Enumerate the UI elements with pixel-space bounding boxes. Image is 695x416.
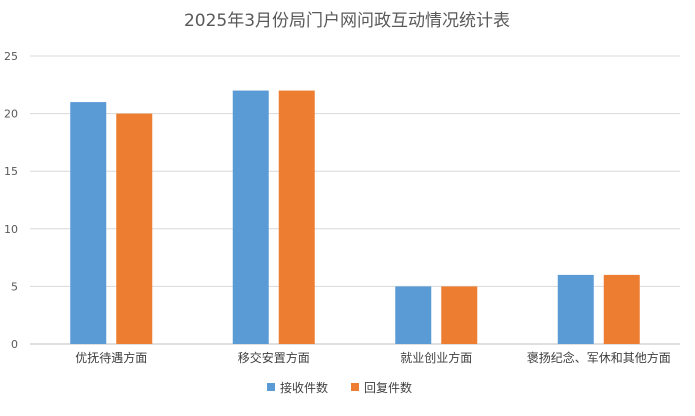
x-tick-label: 优抚待遇方面	[75, 350, 147, 365]
legend-label: 回复件数	[364, 380, 412, 395]
legend-swatch	[351, 383, 359, 391]
legend-swatch	[267, 383, 275, 391]
x-tick-label: 褒扬纪念、军休和其他方面	[527, 350, 671, 365]
bar-replied	[116, 113, 153, 344]
bar-received	[70, 102, 107, 344]
bar-received	[395, 286, 432, 344]
bars-group	[70, 90, 640, 344]
bar-replied	[278, 90, 315, 344]
y-tick-label: 20	[4, 108, 18, 121]
legend-label: 接收件数	[280, 380, 328, 395]
x-tick-label: 移交安置方面	[238, 350, 310, 365]
legend: 接收件数 回复件数	[267, 380, 412, 395]
y-tick-label: 25	[4, 50, 18, 63]
y-tick-label: 5	[11, 280, 18, 293]
chart-title: 2025年3月份局门户网问政互动情况统计表	[184, 11, 510, 31]
y-tick-label: 0	[11, 338, 18, 351]
x-tick-label: 就业创业方面	[400, 350, 472, 365]
bar-replied	[603, 274, 640, 344]
y-tick-label: 10	[4, 223, 18, 236]
x-axis: 优抚待遇方面 移交安置方面 就业创业方面 褒扬纪念、军休和其他方面	[75, 350, 671, 365]
bar-replied	[441, 286, 478, 344]
y-tick-label: 15	[4, 165, 18, 178]
y-axis: 0 5 10 15 20 25	[4, 50, 18, 351]
bar-received	[232, 90, 269, 344]
bar-received	[557, 274, 594, 344]
